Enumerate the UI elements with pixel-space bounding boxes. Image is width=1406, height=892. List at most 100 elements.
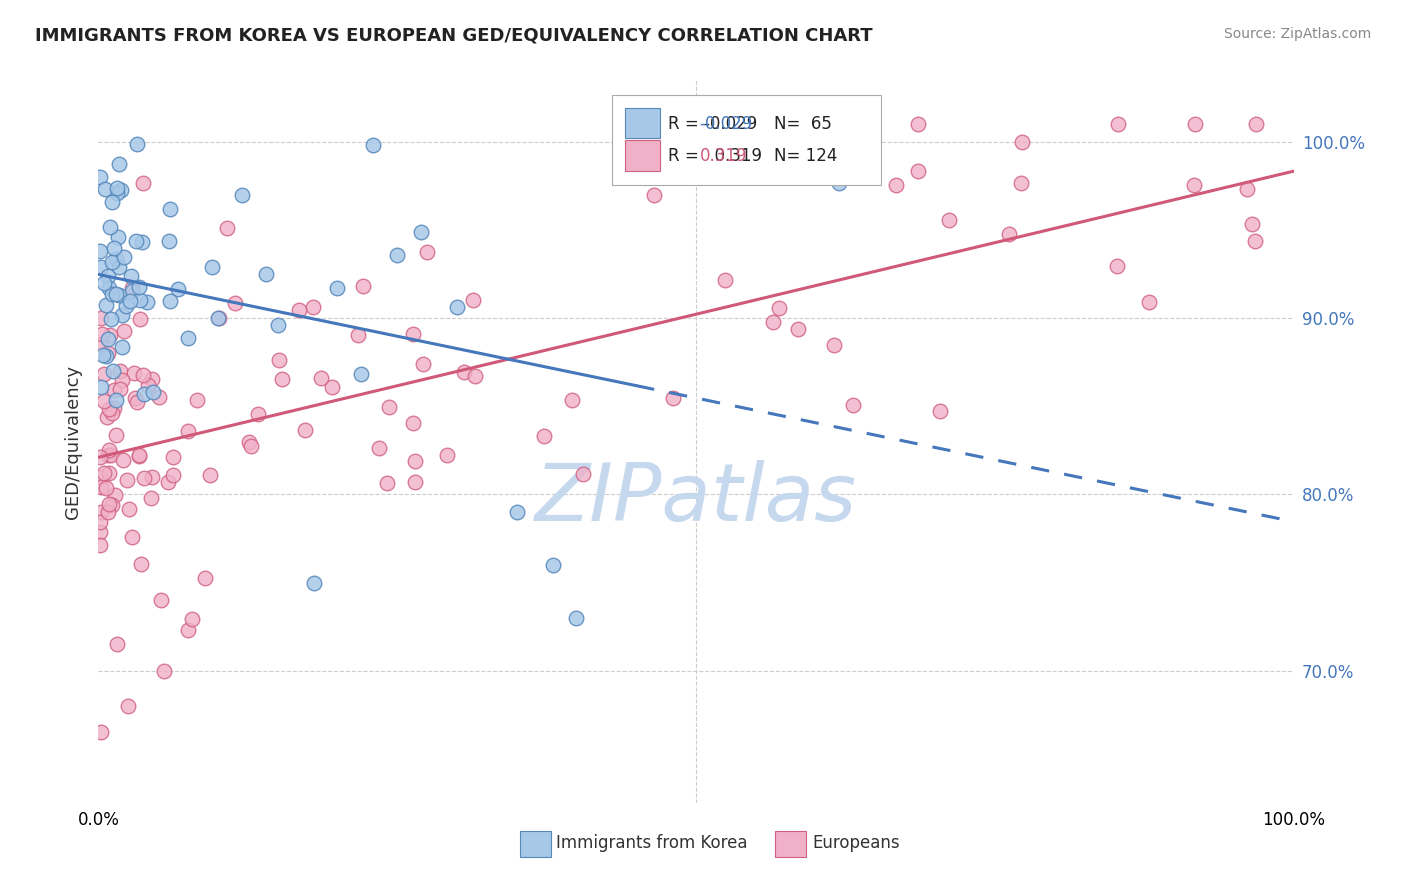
Point — [125, 234, 148, 248]
Point — [101, 498, 124, 512]
Point — [217, 220, 239, 235]
Point — [108, 157, 131, 171]
Point — [1244, 234, 1267, 248]
Point — [132, 177, 155, 191]
Point — [294, 423, 316, 437]
Point — [907, 163, 929, 178]
Point — [115, 299, 138, 313]
Text: -0.029: -0.029 — [700, 115, 752, 133]
Point — [120, 268, 142, 283]
Point — [136, 294, 159, 309]
Point — [94, 298, 117, 312]
Point — [103, 383, 125, 397]
Point — [101, 195, 124, 210]
Point — [97, 268, 120, 283]
Point — [240, 439, 263, 453]
Point — [148, 390, 170, 404]
Point — [89, 515, 111, 529]
Point — [385, 248, 409, 262]
Point — [97, 332, 120, 346]
Point — [1010, 176, 1032, 190]
Point — [93, 466, 115, 480]
Point — [194, 571, 217, 585]
Point — [97, 345, 120, 359]
Point — [101, 287, 124, 301]
Point — [1137, 294, 1160, 309]
Point — [105, 181, 128, 195]
Text: N=  65: N= 65 — [773, 115, 831, 133]
Text: 0.319: 0.319 — [700, 147, 747, 165]
Point — [90, 725, 112, 739]
Point — [90, 337, 112, 351]
Point — [309, 370, 332, 384]
Point — [107, 288, 129, 302]
Point — [288, 303, 311, 318]
Point — [198, 467, 221, 482]
Point — [326, 281, 349, 295]
Point — [571, 467, 593, 482]
Point — [121, 284, 143, 298]
Point — [132, 386, 155, 401]
Point — [131, 235, 153, 249]
FancyBboxPatch shape — [613, 95, 882, 185]
Point — [110, 308, 132, 322]
Point — [907, 117, 929, 131]
Point — [411, 225, 433, 239]
Text: IMMIGRANTS FROM KOREA VS EUROPEAN GED/EQUIVALENCY CORRELATION CHART: IMMIGRANTS FROM KOREA VS EUROPEAN GED/EQ… — [35, 27, 873, 45]
Text: R =   0.319: R = 0.319 — [668, 147, 762, 165]
Point — [120, 293, 142, 308]
Point — [128, 280, 150, 294]
Point — [125, 395, 148, 409]
Point — [105, 287, 128, 301]
Point — [464, 368, 486, 383]
Point — [446, 300, 468, 314]
Point — [89, 170, 111, 185]
Y-axis label: GED/Equivalency: GED/Equivalency — [63, 365, 82, 518]
Point — [929, 404, 952, 418]
Point — [162, 468, 184, 483]
Point — [1182, 178, 1205, 193]
Point — [201, 260, 224, 274]
Point — [91, 326, 114, 341]
FancyBboxPatch shape — [520, 831, 551, 857]
Point — [238, 435, 260, 450]
Point — [128, 448, 150, 462]
Point — [89, 525, 111, 540]
Point — [149, 592, 172, 607]
Point — [208, 311, 231, 326]
Point — [363, 138, 385, 153]
Point — [108, 260, 131, 274]
Point — [186, 392, 208, 407]
Point — [121, 281, 143, 295]
Point — [506, 505, 529, 519]
Point — [96, 409, 118, 424]
Point — [247, 407, 270, 421]
Point — [231, 188, 253, 202]
Point — [162, 450, 184, 464]
Point — [105, 392, 128, 407]
Point — [101, 364, 124, 378]
Point — [271, 372, 294, 386]
Point — [768, 301, 790, 315]
Point — [97, 448, 120, 462]
Point — [350, 367, 373, 381]
Point — [1240, 217, 1263, 231]
Point — [436, 449, 458, 463]
Point — [100, 448, 122, 462]
Point — [90, 480, 112, 494]
Point — [157, 475, 180, 489]
Point — [412, 357, 434, 371]
Point — [1236, 182, 1258, 196]
Point — [89, 538, 111, 552]
Point — [159, 294, 181, 309]
Point — [104, 252, 127, 266]
Text: R = -0.029: R = -0.029 — [668, 115, 758, 133]
Point — [122, 366, 145, 380]
Point — [141, 372, 163, 386]
Point — [884, 178, 907, 193]
Text: Europeans: Europeans — [811, 833, 900, 852]
Point — [97, 401, 120, 416]
Point — [321, 380, 343, 394]
Point — [828, 177, 851, 191]
Point — [93, 393, 115, 408]
